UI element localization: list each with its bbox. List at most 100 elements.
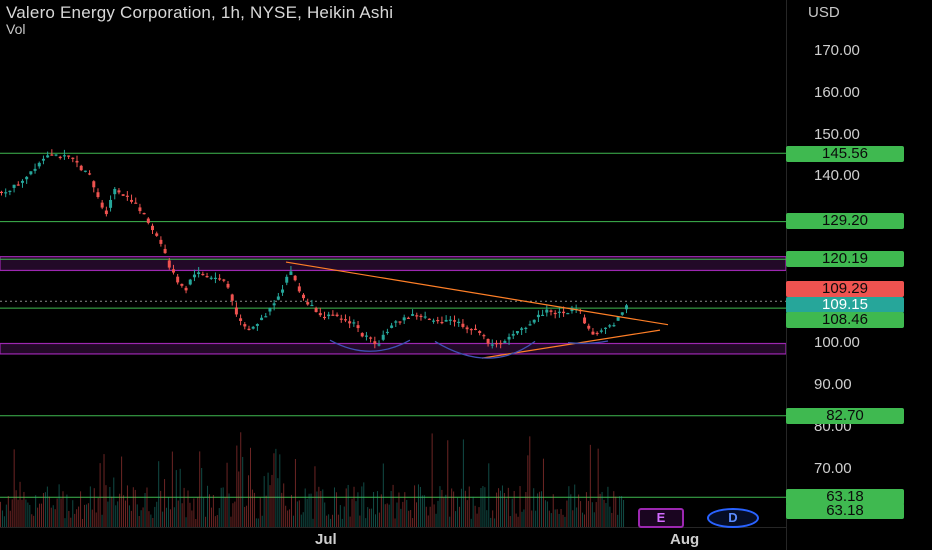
candle-body xyxy=(134,202,138,204)
candle-body xyxy=(243,324,247,327)
volume-bar xyxy=(453,491,455,527)
volume-bar xyxy=(607,486,609,527)
volume-bar xyxy=(519,486,521,527)
candle-body xyxy=(402,317,406,321)
volume-bar xyxy=(605,503,607,527)
pattern-arc xyxy=(434,340,536,359)
volume-bar xyxy=(447,440,449,527)
volume-bar xyxy=(451,488,453,527)
candle-body xyxy=(113,188,117,195)
volume-bar xyxy=(552,494,554,527)
candle-body xyxy=(96,192,100,198)
support-resistance-zone xyxy=(0,342,787,355)
candle-body xyxy=(130,199,134,202)
candle-body xyxy=(486,338,490,344)
volume-bar xyxy=(529,436,531,527)
candle-body xyxy=(473,328,477,330)
candle-body xyxy=(285,276,289,283)
volume-bar xyxy=(99,463,101,527)
candle-body xyxy=(612,325,616,327)
volume-bar xyxy=(351,498,353,527)
candle-body xyxy=(260,317,264,321)
volume-bar xyxy=(146,487,148,527)
dividend-marker[interactable]: D xyxy=(707,508,759,528)
volume-bar xyxy=(601,491,603,527)
volume-bar xyxy=(5,504,7,527)
volume-bar xyxy=(78,506,80,527)
drawings-layer xyxy=(285,261,669,359)
volume-bar xyxy=(621,496,623,527)
candle-body xyxy=(331,314,335,316)
volume-bar xyxy=(201,467,203,527)
volume-bar xyxy=(308,493,310,527)
volume-bar xyxy=(435,513,437,527)
candle-body xyxy=(293,275,297,281)
volume-bar xyxy=(160,490,162,527)
candle-body xyxy=(499,342,503,345)
candle-body xyxy=(88,173,92,175)
volume-bar xyxy=(332,514,334,527)
y-tick-label: 170.00 xyxy=(814,42,860,59)
volume-bar xyxy=(390,490,392,527)
volume-bar xyxy=(347,484,349,527)
candle-body xyxy=(369,337,373,339)
volume-bar xyxy=(306,498,308,527)
volume-bar xyxy=(46,486,48,527)
candle-body xyxy=(453,320,457,322)
volume-bar xyxy=(89,486,91,527)
earnings-marker[interactable]: E xyxy=(638,508,684,528)
candle-body xyxy=(545,309,549,313)
volume-bar xyxy=(246,505,248,527)
candle-body xyxy=(591,331,595,335)
candle-body xyxy=(8,190,12,192)
volume-bar xyxy=(414,485,416,527)
volume-bar xyxy=(199,451,201,527)
volume-bar xyxy=(468,486,470,527)
candle-body xyxy=(503,341,507,343)
candle-body xyxy=(41,158,45,161)
candle-body xyxy=(440,321,444,324)
volume-bar xyxy=(312,518,314,527)
candle-body xyxy=(360,333,364,337)
volume-bar xyxy=(121,456,123,527)
volume-bar xyxy=(70,517,72,527)
volume-bar xyxy=(550,513,552,527)
candle-body xyxy=(557,311,561,313)
volume-bar xyxy=(564,516,566,527)
candle-body xyxy=(339,318,343,320)
volume-indicator-label[interactable]: Vol xyxy=(6,21,26,37)
volume-bar xyxy=(300,514,302,527)
volume-bar xyxy=(115,505,117,527)
volume-bar xyxy=(541,491,543,527)
volume-bar xyxy=(537,493,539,527)
volume-bar xyxy=(181,503,183,527)
candle-body xyxy=(394,321,398,323)
candle-body xyxy=(566,312,570,315)
volume-bar xyxy=(380,494,382,527)
candle-body xyxy=(67,155,71,157)
candle-body xyxy=(478,331,482,334)
volume-bar xyxy=(60,498,62,527)
volume-bar xyxy=(3,516,5,527)
volume-bar xyxy=(265,495,267,527)
candles-layer xyxy=(0,149,628,349)
volume-bar xyxy=(396,502,398,527)
volume-bar xyxy=(197,497,199,527)
volume-bar xyxy=(320,491,322,527)
candle-body xyxy=(226,283,230,288)
candle-body xyxy=(348,321,352,324)
volume-bar xyxy=(486,510,488,527)
volume-bar xyxy=(513,490,515,527)
candle-body xyxy=(302,294,306,299)
volume-bar xyxy=(279,454,281,527)
price-badge: 63.18 xyxy=(786,503,904,519)
candle-body xyxy=(532,319,536,323)
volume-bar xyxy=(220,487,222,527)
volume-bar xyxy=(50,507,52,527)
volume-bar xyxy=(11,499,13,527)
volume-bar xyxy=(458,506,460,527)
volume-bar xyxy=(216,515,218,527)
candle-body xyxy=(29,171,33,175)
candle-body xyxy=(247,328,251,331)
